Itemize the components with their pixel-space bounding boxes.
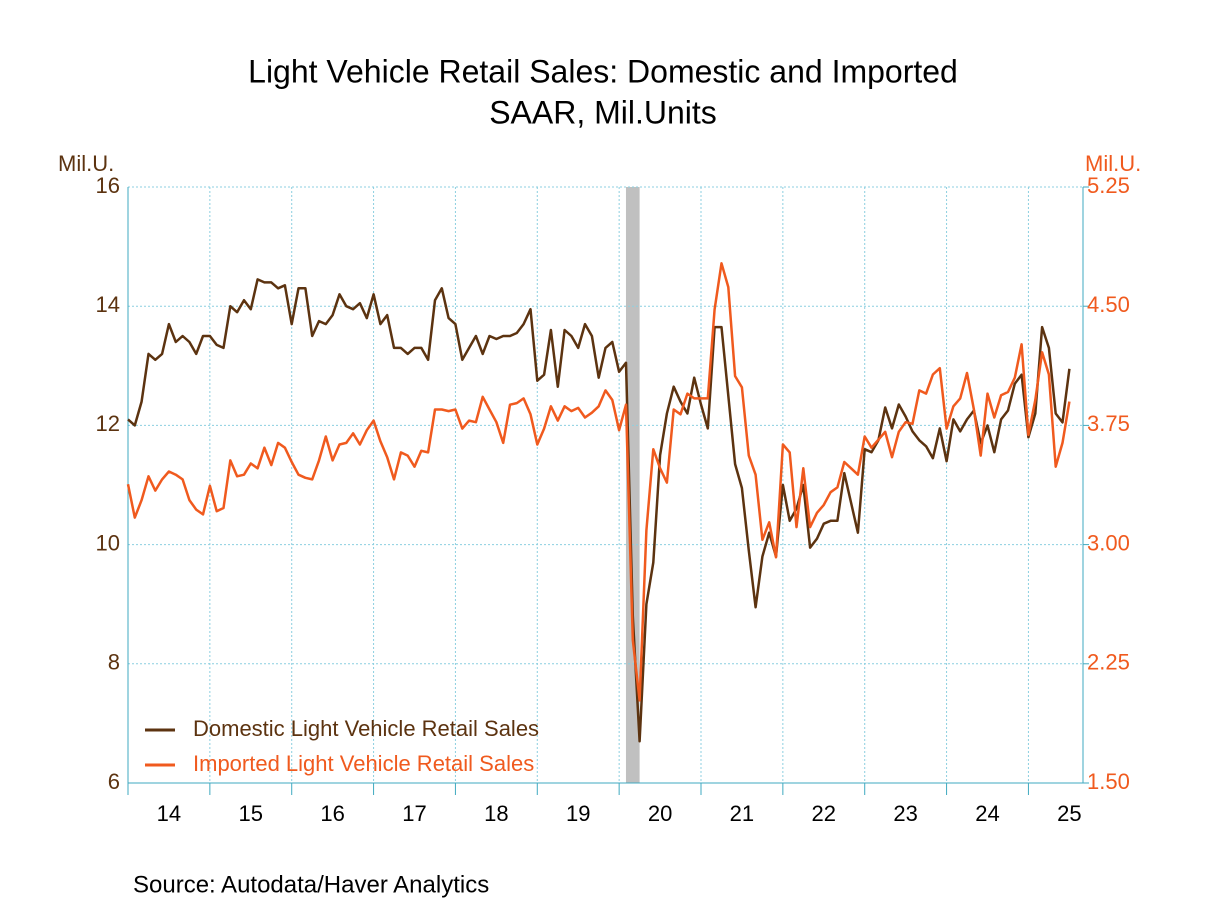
y-tick-label: 12 [96, 411, 120, 436]
y2-tick-label: 4.50 [1087, 292, 1130, 317]
y2-tick-label: 2.25 [1087, 650, 1130, 675]
x-tick-label: 15 [239, 801, 263, 826]
x-tick-label: 18 [484, 801, 508, 826]
x-tick-label: 19 [566, 801, 590, 826]
x-tick-label: 14 [157, 801, 181, 826]
x-tick-label: 20 [648, 801, 672, 826]
x-tick-label: 24 [975, 801, 999, 826]
y-tick-label: 10 [96, 530, 120, 555]
chart-subtitle: SAAR, Mil.Units [489, 94, 717, 130]
x-tick-label: 21 [730, 801, 754, 826]
y-axis-label: Mil.U. [58, 151, 114, 176]
series-line [127, 278, 1071, 743]
legend-label: Domestic Light Vehicle Retail Sales [193, 716, 539, 741]
x-tick-label: 23 [893, 801, 917, 826]
y2-tick-label: 5.25 [1087, 173, 1130, 198]
x-tick-label: 16 [320, 801, 344, 826]
recession-band [625, 187, 640, 783]
y-tick-label: 6 [108, 769, 120, 794]
x-tick-label: 25 [1057, 801, 1081, 826]
y2-tick-label: 3.00 [1087, 530, 1130, 555]
x-tick-label: 22 [812, 801, 836, 826]
y2-tick-label: 1.50 [1087, 769, 1130, 794]
chart-title: Light Vehicle Retail Sales: Domestic and… [248, 53, 958, 89]
series-line [126, 262, 1071, 702]
y-tick-label: 16 [96, 173, 120, 198]
y-tick-label: 8 [108, 650, 120, 675]
x-tick-label: 17 [402, 801, 426, 826]
legend-label: Imported Light Vehicle Retail Sales [193, 751, 534, 776]
y2-axis-label: Mil.U. [1085, 151, 1141, 176]
y2-tick-label: 3.75 [1087, 411, 1130, 436]
y-tick-label: 14 [96, 292, 120, 317]
source-note: Source: Autodata/Haver Analytics [133, 871, 489, 898]
